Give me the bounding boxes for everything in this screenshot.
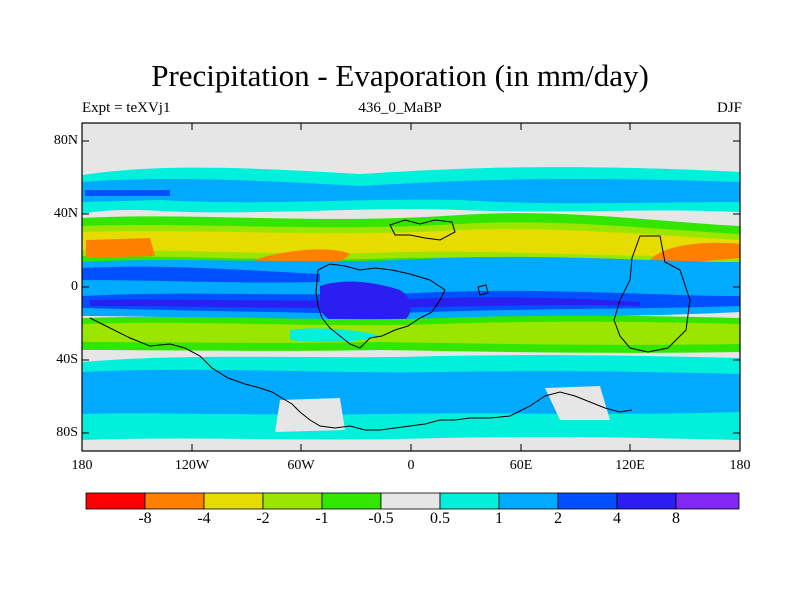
colorbar-label: 0.5 [430,510,450,527]
colorbar-swatch [439,492,500,510]
lon-tick-label: 180 [729,458,751,473]
figure-title: Precipitation - Evaporation (in mm/day) [151,58,649,93]
season-label: DJF [716,100,742,116]
region-nh-dry-core-east [648,242,740,266]
lat-tick-label: 80S [56,425,78,440]
colorbar-label: -1 [315,510,329,527]
region-nh-dry-core-west [86,238,155,258]
colorbar-label: 8 [672,510,680,527]
lat-tick-label: 0 [71,279,78,294]
map-field [82,123,740,451]
colorbar-swatch [85,492,146,510]
region-nh-dry-belt [82,229,740,257]
region-nh-storm-core [85,190,170,196]
region-sh-wet-patch [290,328,380,343]
colorbar-label: 2 [554,510,562,527]
lat-tick-label: 80N [53,133,78,148]
region-sh-dry-belt [82,321,740,345]
coastline-small-island [477,284,489,296]
colorbar-label: -0.5 [368,510,394,527]
coastline-east-continent [613,235,691,353]
region-sh-land-dry [275,398,345,432]
colorbar-label: 1 [495,510,503,527]
colorbar-swatch [557,492,618,510]
region-nh-storm-track [82,179,740,204]
colorbar-swatch [498,492,559,510]
colorbar-swatch [262,492,323,510]
region-itcz-north-arm [82,266,320,283]
axis-ticks [81,123,741,451]
colorbar-label: -8 [138,510,152,527]
lon-tick-label: 0 [407,458,415,473]
lon-tick-label: 120W [174,458,210,473]
experiment-label: Expt = teXVj1 [82,100,171,116]
colorbar-swatch [675,492,740,510]
lon-tick-label: 180 [71,458,93,473]
region-sh-east-land-dry [545,386,610,420]
coastline-north-continent [389,219,456,241]
age-label: 436_0_MaBP [358,100,442,116]
colorbar-label: -4 [197,510,211,527]
lat-tick-label: 40S [56,352,78,367]
colorbar-swatch [321,492,382,510]
lon-tick-label: 60E [509,458,533,473]
region-sh-storm-track [82,369,740,415]
colorbar [85,492,740,510]
colorbar-label: 4 [613,510,621,527]
colorbar-swatch [380,492,441,510]
coastline-southern-continent [89,317,633,431]
lon-tick-label: 120E [615,458,645,473]
colorbar-swatch [144,492,205,510]
coastline-central-continent [315,263,446,349]
lon-tick-label: 60W [287,458,315,473]
colorbar-swatch [616,492,677,510]
lat-tick-label: 40N [53,206,78,221]
colorbar-swatch [203,492,264,510]
colorbar-label: -2 [256,510,270,527]
